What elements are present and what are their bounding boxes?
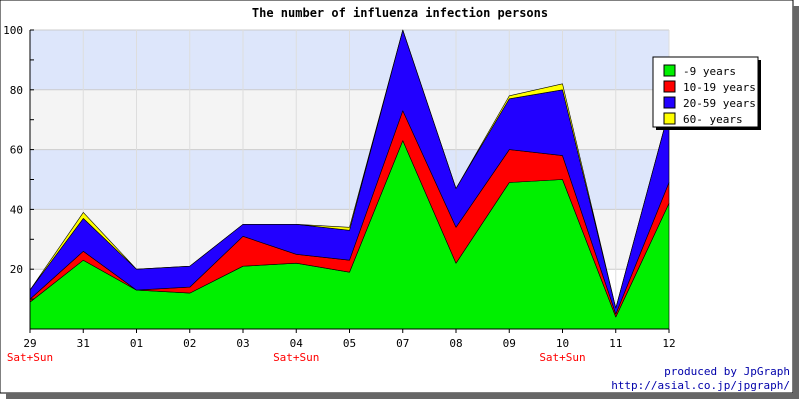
chart-title: The number of influenza infection person… <box>252 6 548 20</box>
legend-label: 10-19 years <box>683 81 756 94</box>
x-tick-label: 29 <box>23 337 36 350</box>
x-tick-label: 07 <box>396 337 409 350</box>
x-tick-label: 04 <box>290 337 304 350</box>
legend-label: 20-59 years <box>683 97 756 110</box>
y-tick-label: 80 <box>10 84 23 97</box>
weekend-marker-label: Sat+Sun <box>273 351 319 364</box>
weekend-marker-label: Sat+Sun <box>7 351 53 364</box>
x-tick-label: 03 <box>236 337 249 350</box>
legend: -9 years 10-19 years 20-59 years 60- years <box>652 56 761 130</box>
weekend-markers: Sat+Sun Sat+Sun Sat+Sun <box>7 351 586 364</box>
x-tick-label: 08 <box>449 337 462 350</box>
legend-swatch <box>663 80 676 93</box>
y-axis-ticks: 20 40 60 80 100 <box>3 24 34 300</box>
x-tick-label: 02 <box>183 337 196 350</box>
x-tick-label: 12 <box>662 337 675 350</box>
y-tick-label: 20 <box>10 263 23 276</box>
x-tick-label: 11 <box>609 337 622 350</box>
legend-swatch <box>663 64 676 77</box>
x-tick-label: 31 <box>77 337 90 350</box>
legend-label: 60- years <box>683 113 743 126</box>
x-tick-label: 01 <box>130 337 143 350</box>
y-tick-label: 60 <box>10 144 23 157</box>
frame-shadow-right <box>793 6 799 399</box>
x-axis-ticks: 29 31 01 02 03 04 05 07 08 09 10 11 12 <box>23 329 676 350</box>
legend-swatch <box>663 96 676 109</box>
y-tick-label: 100 <box>3 24 23 37</box>
weekend-marker-label: Sat+Sun <box>539 351 585 364</box>
credit-url[interactable]: http://asial.co.jp/jpgraph/ <box>611 379 790 392</box>
x-tick-label: 09 <box>503 337 516 350</box>
credit-text: produced by JpGraph <box>664 365 790 378</box>
x-tick-label: 05 <box>343 337 356 350</box>
frame-shadow-bottom <box>6 393 799 399</box>
legend-label: -9 years <box>683 65 736 78</box>
legend-swatch <box>663 112 676 125</box>
x-tick-label: 10 <box>556 337 569 350</box>
y-tick-label: 40 <box>10 203 23 216</box>
